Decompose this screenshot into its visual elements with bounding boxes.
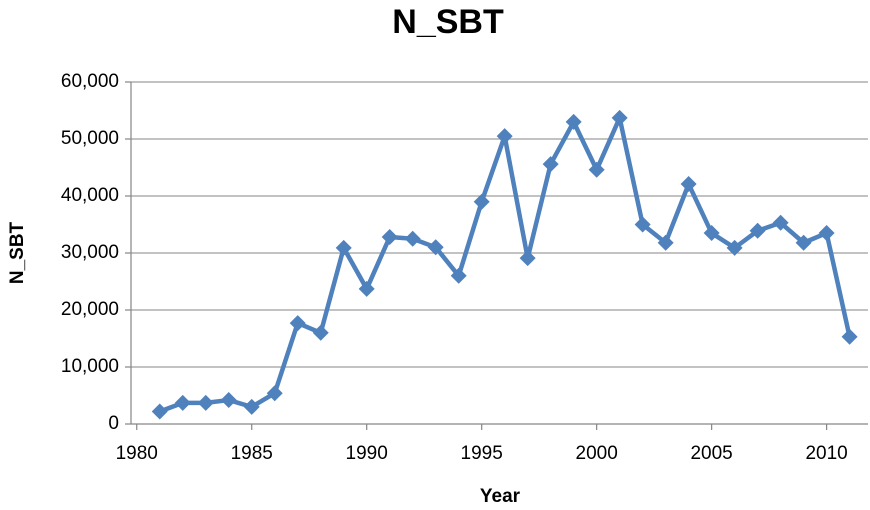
marker [680,176,697,193]
x-tick-label: 1990 [346,443,388,464]
marker [611,109,628,126]
x-tick-label: 1985 [231,443,273,464]
marker [749,222,766,239]
marker [496,128,513,145]
y-tick-label: 30,000 [61,242,119,263]
x-tick-label: 2010 [805,443,847,464]
marker [197,394,214,411]
y-axis-label: N_SBT [7,221,28,284]
marker [634,216,651,233]
marker [565,113,582,130]
y-tick-label: 40,000 [61,185,119,206]
y-tick-label: 0 [108,413,119,434]
marker [220,392,237,409]
marker [312,324,329,341]
y-tick-label: 20,000 [61,299,119,320]
marker [266,385,283,402]
marker [519,250,536,267]
marker [588,161,605,178]
marker [404,230,421,247]
marker [174,394,191,411]
marker [335,239,352,256]
marker [450,267,467,284]
y-tick-label: 10,000 [61,356,119,377]
y-tick-label: 60,000 [61,71,119,92]
marker [243,398,260,415]
x-tick-label: 1995 [461,443,503,464]
marker [289,315,306,332]
x-tick-label: 2000 [576,443,618,464]
marker [151,403,168,420]
marker [795,234,812,251]
marker [381,229,398,246]
marker [772,214,789,231]
x-tick-label: 2005 [690,443,732,464]
marker [726,239,743,256]
marker [657,234,674,251]
y-tick-label: 50,000 [61,128,119,149]
marker [427,239,444,256]
marker [841,328,858,345]
marker [703,225,720,242]
x-axis-label: Year [480,486,521,507]
marker [473,193,490,210]
marker [358,280,375,297]
marker [542,156,559,173]
marker [818,225,835,242]
x-tick-label: 1980 [116,443,158,464]
chart-title: N_SBT [392,3,504,41]
